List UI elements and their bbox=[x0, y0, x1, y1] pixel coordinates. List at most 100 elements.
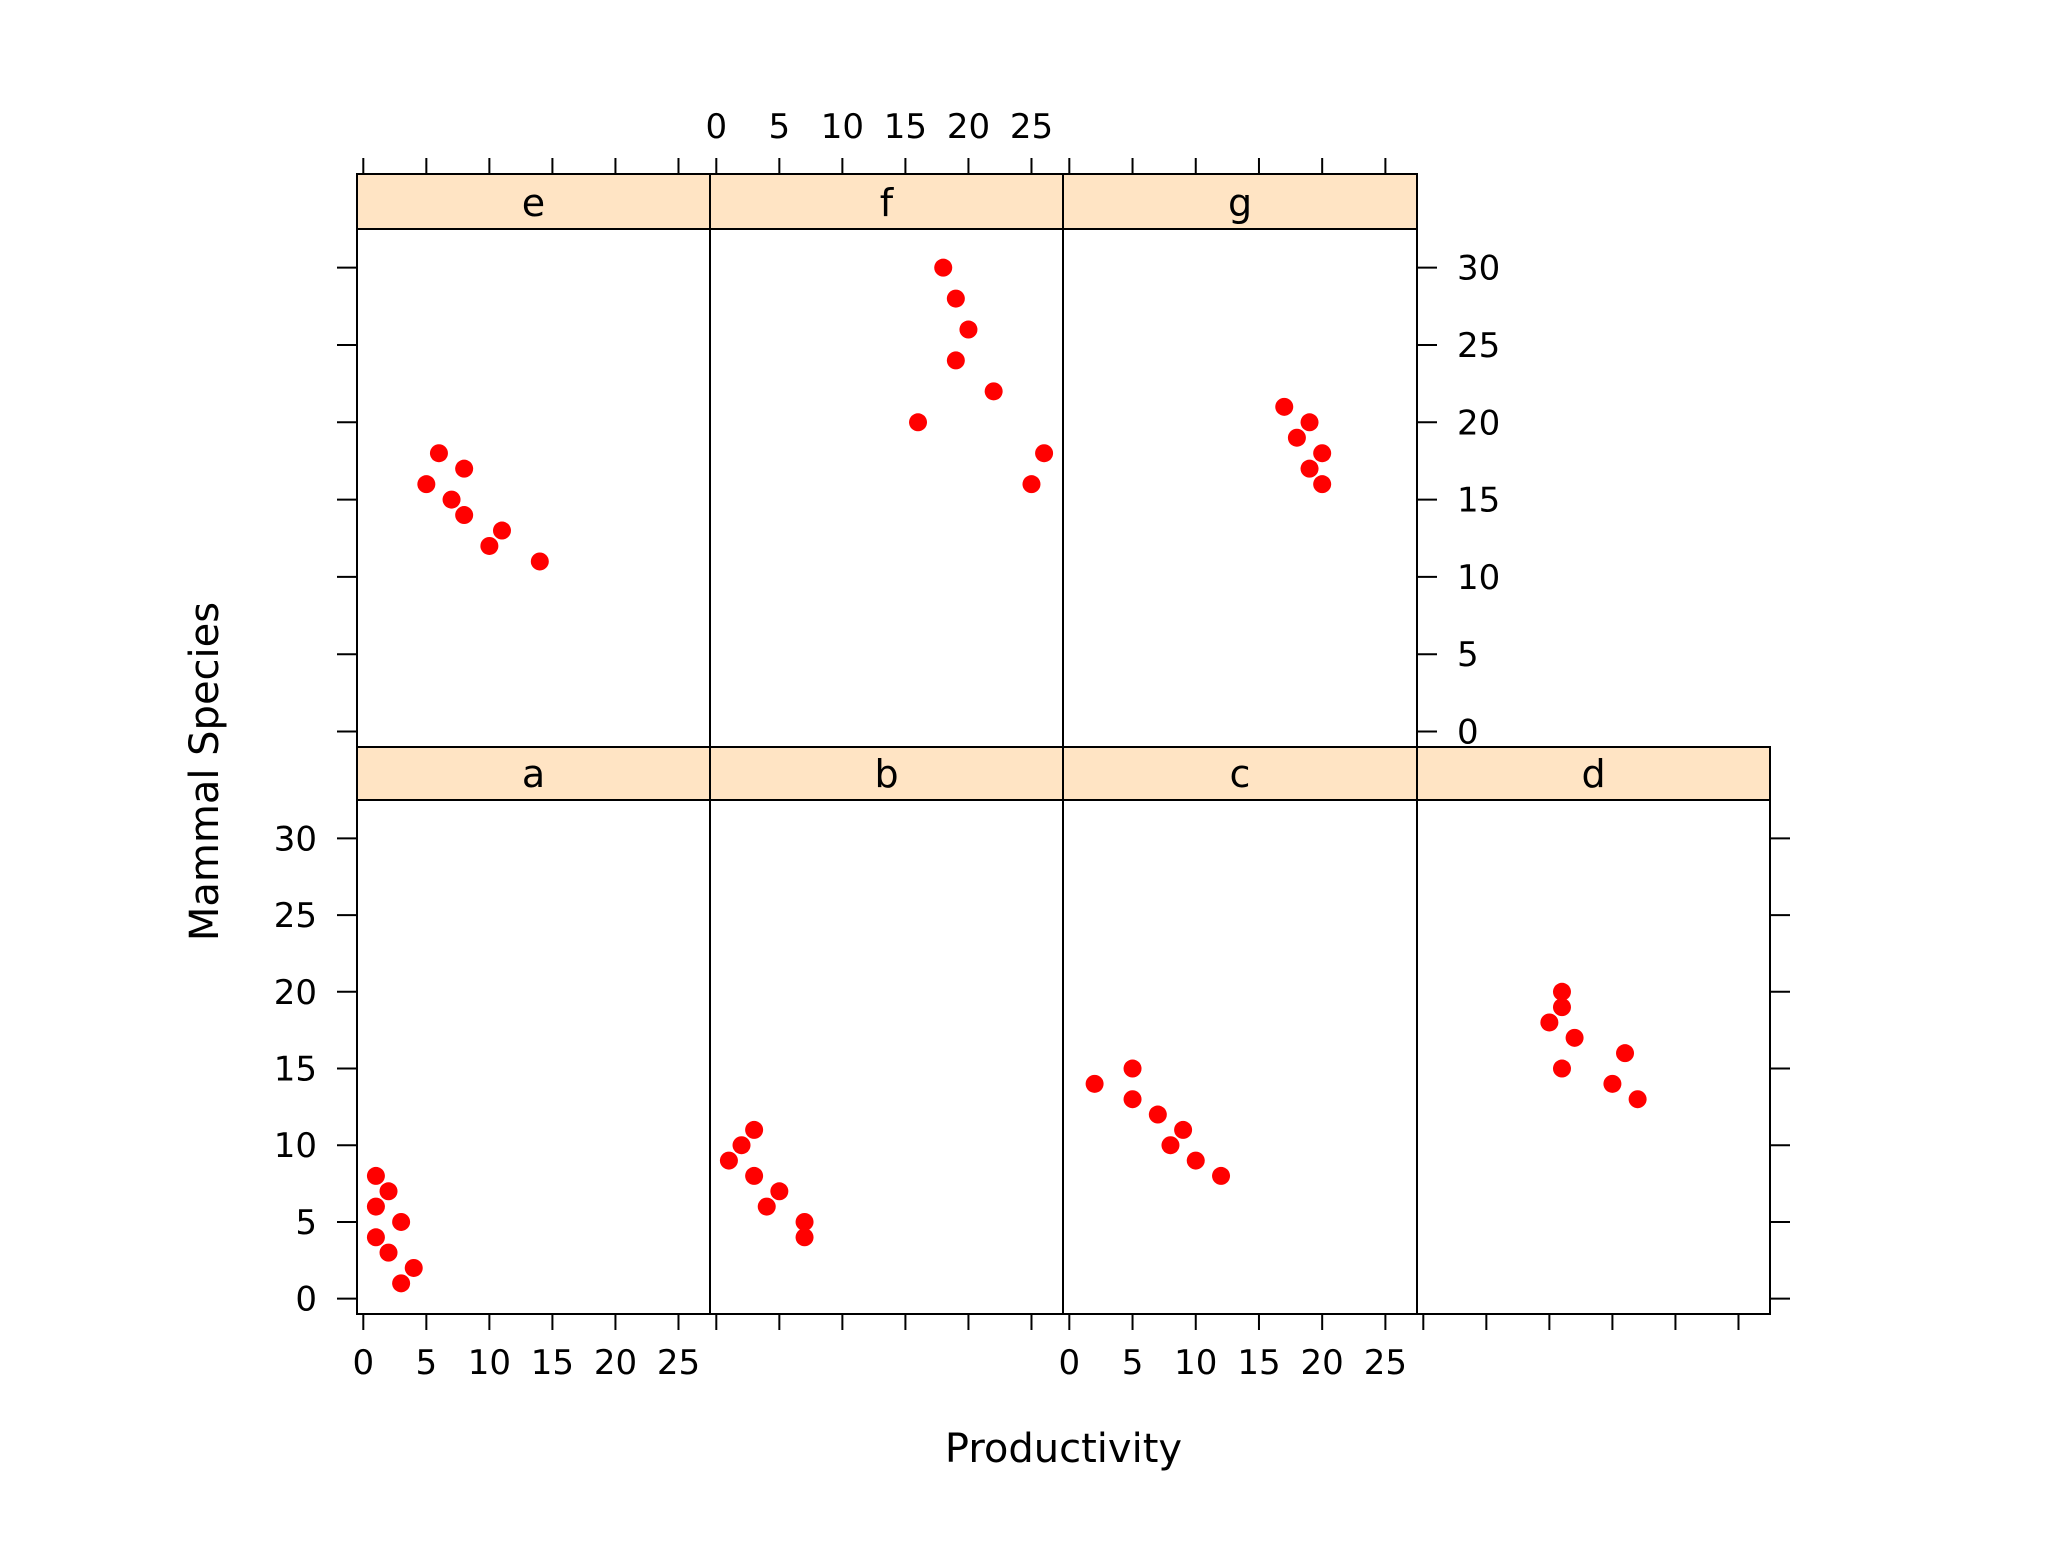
y-axis-left-bottom-tick-label-5: 5 bbox=[295, 1203, 317, 1243]
panel-strip-label-g: g bbox=[1228, 181, 1252, 225]
y-axis-right-top-tick-label-15: 15 bbox=[1457, 481, 1500, 521]
point-c-6 bbox=[1186, 1151, 1205, 1170]
x-axis-bottom-c-tick-label-15: 15 bbox=[1237, 1343, 1280, 1383]
point-c-1 bbox=[1123, 1059, 1142, 1078]
panel-frame-g bbox=[1062, 228, 1418, 748]
point-d-2 bbox=[1552, 998, 1571, 1017]
point-b-3 bbox=[745, 1166, 764, 1185]
point-f-3 bbox=[959, 320, 978, 339]
point-d-7 bbox=[1628, 1090, 1647, 1109]
point-f-6 bbox=[1035, 444, 1054, 463]
point-f-4 bbox=[946, 351, 965, 370]
point-b-2 bbox=[745, 1120, 764, 1139]
point-f-5 bbox=[984, 382, 1003, 401]
point-f-0 bbox=[909, 413, 928, 432]
point-d-4 bbox=[1552, 1059, 1571, 1078]
point-e-2 bbox=[455, 459, 474, 478]
x-axis-top-f-tick-label-15: 15 bbox=[884, 107, 927, 147]
panel-strip-label-a: a bbox=[522, 752, 545, 796]
x-axis-title: Productivity bbox=[945, 1426, 1182, 1472]
x-axis-top-f-tick-label-25: 25 bbox=[1010, 107, 1053, 147]
point-a-0 bbox=[366, 1166, 385, 1185]
point-a-7 bbox=[392, 1274, 411, 1293]
x-axis-top-f-tick-label-20: 20 bbox=[947, 107, 990, 147]
point-a-5 bbox=[379, 1243, 398, 1262]
panel-strip-label-e: e bbox=[522, 181, 545, 225]
x-axis-bottom-c-tick-label-5: 5 bbox=[1122, 1343, 1144, 1383]
panel-strip-f bbox=[709, 173, 1064, 230]
y-axis-left-bottom-tick-label-15: 15 bbox=[274, 1050, 317, 1090]
point-d-5 bbox=[1616, 1044, 1635, 1063]
point-e-1 bbox=[429, 444, 448, 463]
point-f-2 bbox=[946, 289, 965, 308]
y-axis-left-bottom-tick-label-10: 10 bbox=[274, 1126, 317, 1166]
point-g-4 bbox=[1300, 459, 1319, 478]
point-b-4 bbox=[757, 1197, 776, 1216]
point-c-5 bbox=[1161, 1136, 1180, 1155]
panel-frame-d bbox=[1416, 799, 1771, 1315]
panel-frame-c bbox=[1062, 799, 1418, 1315]
point-d-0 bbox=[1540, 1013, 1559, 1032]
panel-frame-e bbox=[356, 228, 711, 748]
x-axis-bottom-c-tick-label-25: 25 bbox=[1364, 1343, 1407, 1383]
panel-strip-b bbox=[709, 746, 1064, 801]
x-axis-top-f-tick-label-10: 10 bbox=[821, 107, 864, 147]
point-b-7 bbox=[795, 1228, 814, 1247]
point-f-7 bbox=[1022, 475, 1041, 494]
point-e-5 bbox=[492, 521, 511, 540]
x-axis-bottom-c-tick-label-0: 0 bbox=[1059, 1343, 1081, 1383]
y-axis-right-top-tick-label-5: 5 bbox=[1457, 635, 1479, 675]
y-axis-right-top-tick-label-0: 0 bbox=[1457, 713, 1479, 753]
x-axis-bottom-a-tick-label-20: 20 bbox=[594, 1343, 637, 1383]
x-axis-top-f-tick-label-0: 0 bbox=[705, 107, 727, 147]
x-axis-bottom-c-tick-label-10: 10 bbox=[1174, 1343, 1217, 1383]
panel-frame-a bbox=[356, 799, 711, 1315]
point-c-2 bbox=[1123, 1090, 1142, 1109]
x-axis-bottom-a-tick-label-15: 15 bbox=[531, 1343, 574, 1383]
point-c-4 bbox=[1174, 1120, 1193, 1139]
point-e-3 bbox=[442, 490, 461, 509]
point-a-6 bbox=[404, 1258, 423, 1277]
point-f-1 bbox=[934, 258, 953, 277]
point-g-1 bbox=[1300, 413, 1319, 432]
panel-strip-label-b: b bbox=[874, 752, 898, 796]
point-a-4 bbox=[392, 1212, 411, 1231]
y-axis-title: Mammal Species bbox=[182, 602, 228, 941]
point-g-0 bbox=[1275, 397, 1294, 416]
point-e-0 bbox=[417, 475, 436, 494]
y-axis-right-top-tick-label-25: 25 bbox=[1457, 326, 1500, 366]
x-axis-top-f-tick-label-5: 5 bbox=[769, 107, 791, 147]
point-a-3 bbox=[366, 1228, 385, 1247]
point-c-0 bbox=[1085, 1074, 1104, 1093]
y-axis-left-bottom-tick-label-20: 20 bbox=[274, 973, 317, 1013]
point-g-3 bbox=[1313, 444, 1332, 463]
y-axis-right-top-tick-label-20: 20 bbox=[1457, 403, 1500, 443]
point-e-4 bbox=[455, 506, 474, 525]
x-axis-bottom-a-tick-label-0: 0 bbox=[352, 1343, 374, 1383]
point-a-1 bbox=[366, 1197, 385, 1216]
point-c-3 bbox=[1148, 1105, 1167, 1124]
point-d-1 bbox=[1552, 982, 1571, 1001]
x-axis-bottom-a-tick-label-10: 10 bbox=[468, 1343, 511, 1383]
panel-frame-b bbox=[709, 799, 1064, 1315]
point-b-5 bbox=[770, 1182, 789, 1201]
point-c-7 bbox=[1212, 1166, 1231, 1185]
y-axis-right-top-tick-label-30: 30 bbox=[1457, 249, 1500, 289]
x-axis-bottom-a-tick-label-5: 5 bbox=[416, 1343, 438, 1383]
panel-strip-d bbox=[1416, 746, 1771, 801]
x-axis-bottom-a-tick-label-25: 25 bbox=[657, 1343, 700, 1383]
point-b-1 bbox=[732, 1136, 751, 1155]
panel-strip-a bbox=[356, 746, 711, 801]
point-e-7 bbox=[530, 552, 549, 571]
point-b-6 bbox=[795, 1212, 814, 1231]
point-g-2 bbox=[1287, 428, 1306, 447]
panel-strip-label-c: c bbox=[1230, 752, 1251, 796]
point-g-5 bbox=[1313, 475, 1332, 494]
point-d-3 bbox=[1565, 1028, 1584, 1047]
panel-strip-label-d: d bbox=[1581, 752, 1605, 796]
point-a-2 bbox=[379, 1182, 398, 1201]
panel-strip-label-f: f bbox=[880, 181, 895, 225]
panel-frame-f bbox=[709, 228, 1064, 748]
